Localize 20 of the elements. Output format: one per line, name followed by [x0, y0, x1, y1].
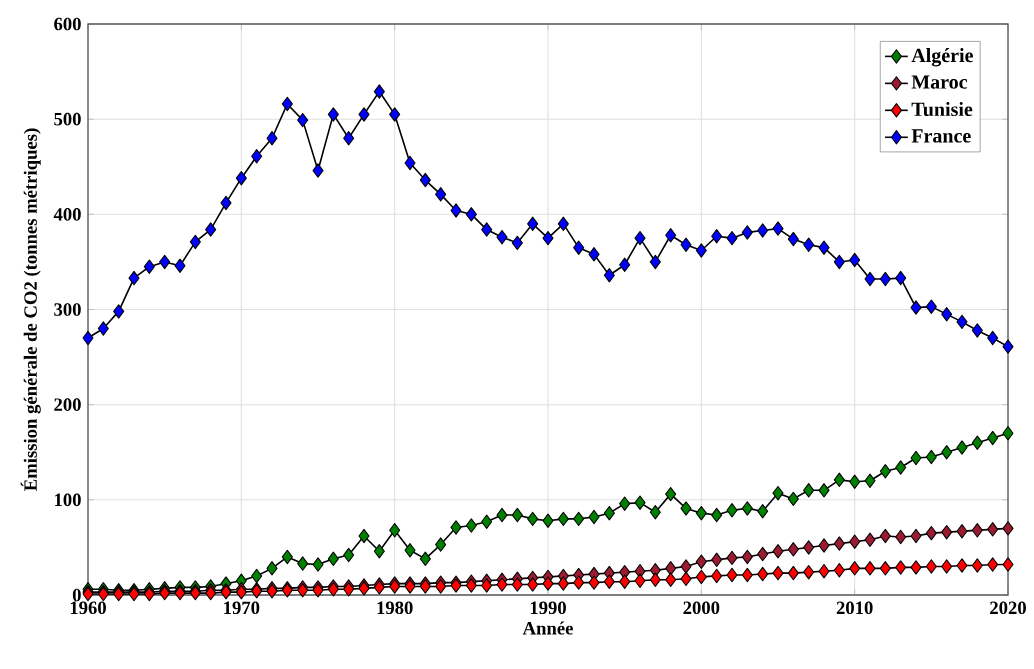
legend-label: Tunisie — [911, 102, 973, 117]
legend-label: Algérie — [911, 48, 973, 67]
y-tick-label: 600 — [54, 17, 81, 31]
legend-label: Maroc — [911, 75, 968, 89]
x-axis-title: Année — [522, 621, 573, 635]
x-tick-label: 2010 — [836, 601, 873, 615]
x-tick-label: 1990 — [530, 601, 566, 615]
y-tick-label: 500 — [54, 112, 81, 126]
x-tick-label: 2000 — [683, 601, 720, 615]
x-tick-label: 1970 — [224, 601, 260, 615]
legend-label: France — [911, 129, 971, 143]
y-tick-label: 200 — [54, 398, 81, 411]
y-tick-label: 100 — [55, 493, 81, 507]
y-axis-title: Émission générale de CO2 (tonnes métriques) — [20, 128, 41, 491]
x-tick-label: 2020 — [990, 601, 1026, 615]
x-tick-label: 1980 — [377, 601, 413, 615]
y-tick-label: 0 — [72, 588, 81, 602]
y-tick-label: 300 — [54, 303, 81, 316]
x-tick-label: 1960 — [70, 601, 106, 615]
y-tick-label: 400 — [53, 208, 81, 221]
